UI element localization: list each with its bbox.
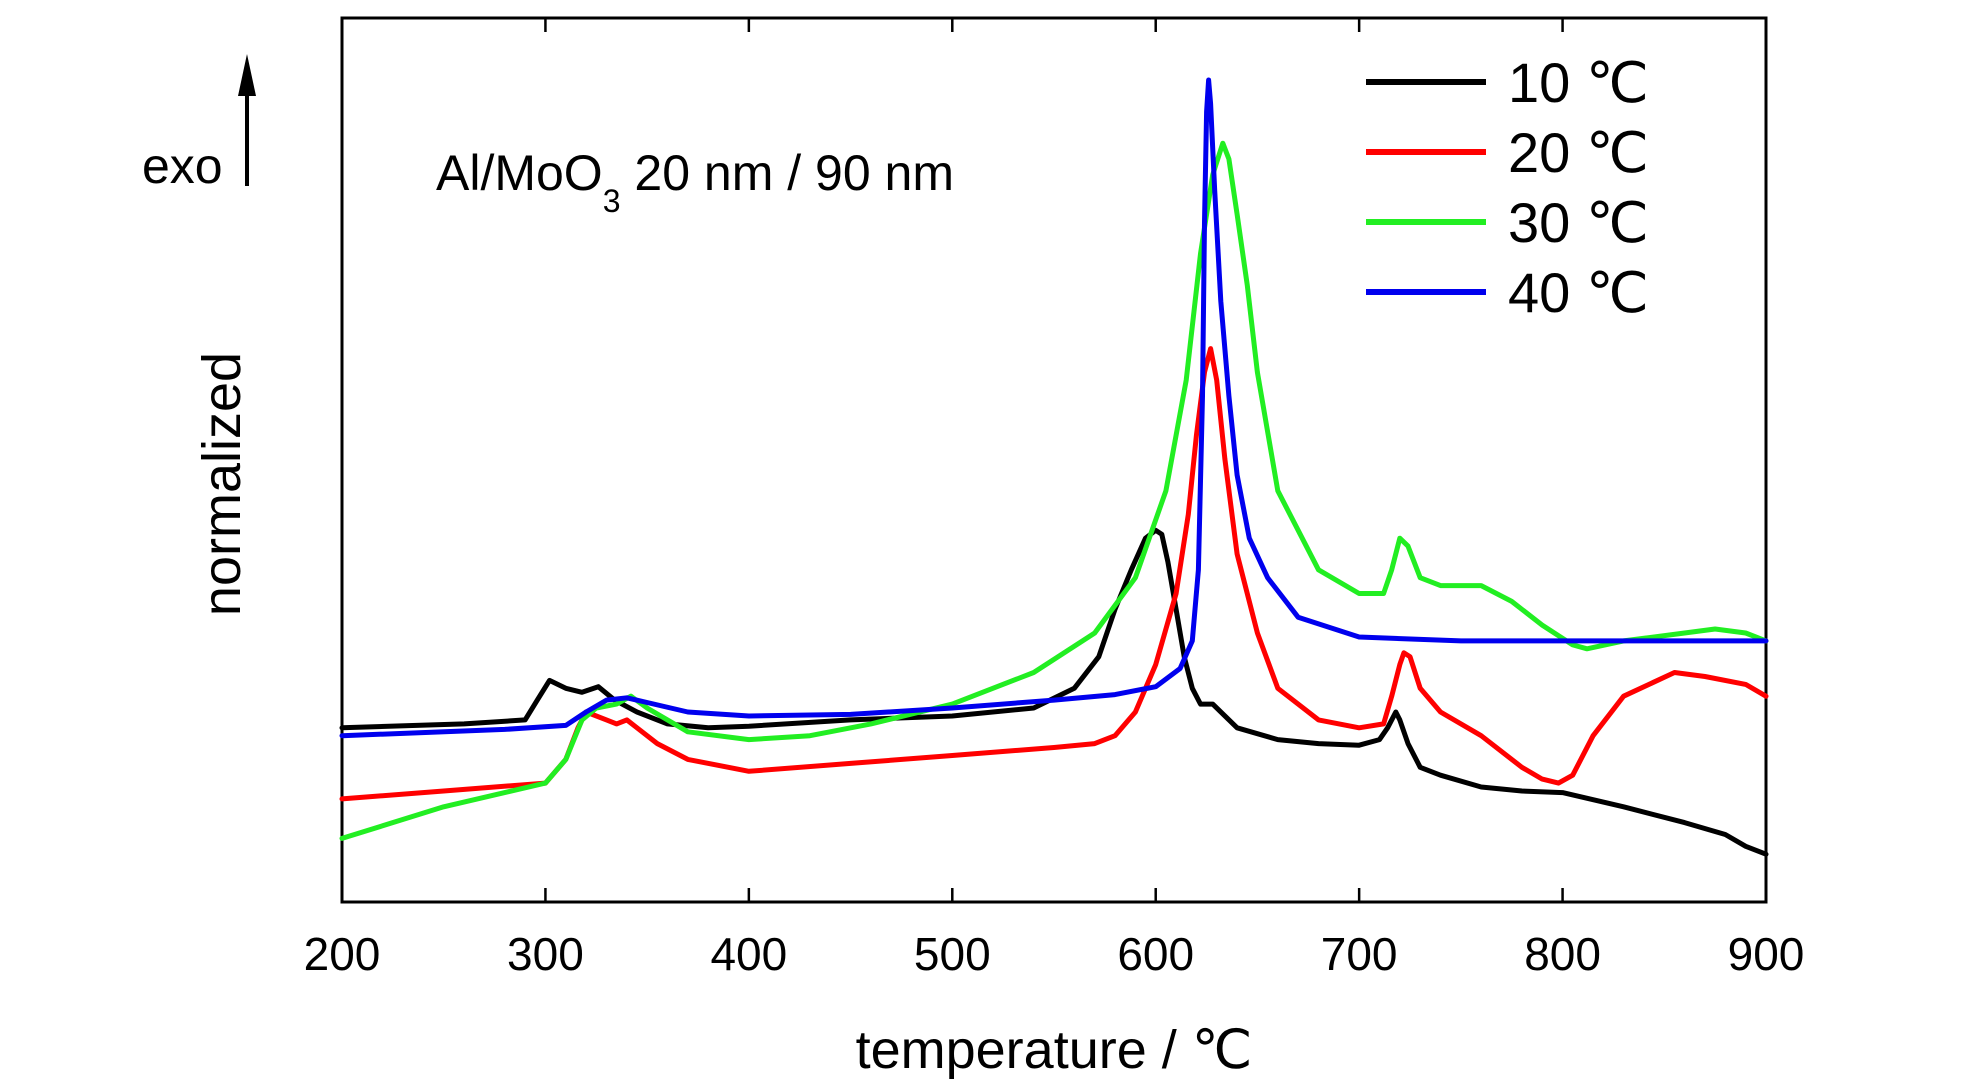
x-tick-label: 500 <box>914 928 991 980</box>
exo-indicator: exo <box>142 54 256 194</box>
legend-label-2: 20 ℃ <box>1508 121 1649 184</box>
x-axis-tick-labels: 200 300 400 500 600 700 800 900 <box>304 928 1805 980</box>
exo-arrowhead-icon <box>238 54 256 96</box>
annotation-prefix: Al/MoO <box>436 145 603 201</box>
exo-label: exo <box>142 138 223 194</box>
sample-annotation: Al/MoO3 20 nm / 90 nm <box>436 145 954 219</box>
y-axis-label: normalized <box>192 352 252 616</box>
x-tick-label: 400 <box>710 928 787 980</box>
x-tick-label: 300 <box>507 928 584 980</box>
legend-label-3: 30 ℃ <box>1508 191 1649 254</box>
x-tick-label: 600 <box>1117 928 1194 980</box>
x-tick-label: 900 <box>1728 928 1805 980</box>
legend-label-4: 40 ℃ <box>1508 261 1649 324</box>
x-tick-label: 200 <box>304 928 381 980</box>
series-line-1 <box>339 527 1769 857</box>
series-layer <box>339 77 1769 857</box>
series-line-4 <box>339 77 1769 739</box>
annotation-suffix: 20 nm / 90 nm <box>621 145 955 201</box>
legend: 10 ℃ 20 ℃ 30 ℃ 40 ℃ <box>1366 51 1649 324</box>
x-tick-label: 700 <box>1321 928 1398 980</box>
x-tick-label: 800 <box>1524 928 1601 980</box>
x-axis-ticks <box>340 18 1768 902</box>
legend-label-1: 10 ℃ <box>1508 51 1649 114</box>
series-line-2 <box>339 346 1769 802</box>
plot-frame <box>340 16 1768 904</box>
annotation-subscript: 3 <box>603 183 621 219</box>
x-axis-label: temperature / ℃ <box>856 1020 1253 1080</box>
